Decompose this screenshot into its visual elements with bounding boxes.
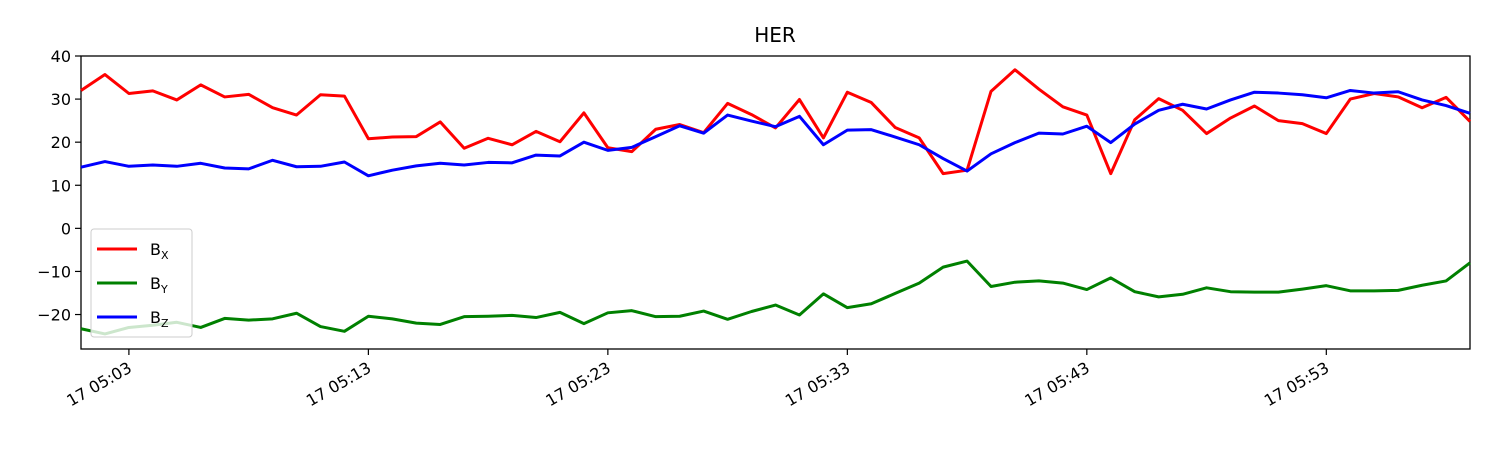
y-tick-label: 0 xyxy=(61,219,71,238)
series-line-by xyxy=(80,259,1471,336)
y-tick-label: 20 xyxy=(51,133,71,152)
legend: BX BY BZ xyxy=(90,228,193,338)
legend-label-bx: BX xyxy=(150,240,169,262)
series-line-bz xyxy=(80,88,1471,178)
y-axis: 40 30 20 10 0 −10 −20 xyxy=(37,47,81,325)
series-layer xyxy=(80,68,1472,336)
y-tick-label: −10 xyxy=(37,262,71,281)
y-tick-label: 10 xyxy=(51,176,71,195)
plot-area xyxy=(80,55,1471,350)
y-tick-label: 40 xyxy=(51,47,71,66)
y-tick-label: −20 xyxy=(37,306,71,325)
legend-label-by: BY xyxy=(150,274,168,296)
legend-box xyxy=(90,228,193,338)
legend-label-bz: BZ xyxy=(150,308,169,330)
y-tick-label: 30 xyxy=(51,90,71,109)
chart-title: HER xyxy=(754,23,796,47)
